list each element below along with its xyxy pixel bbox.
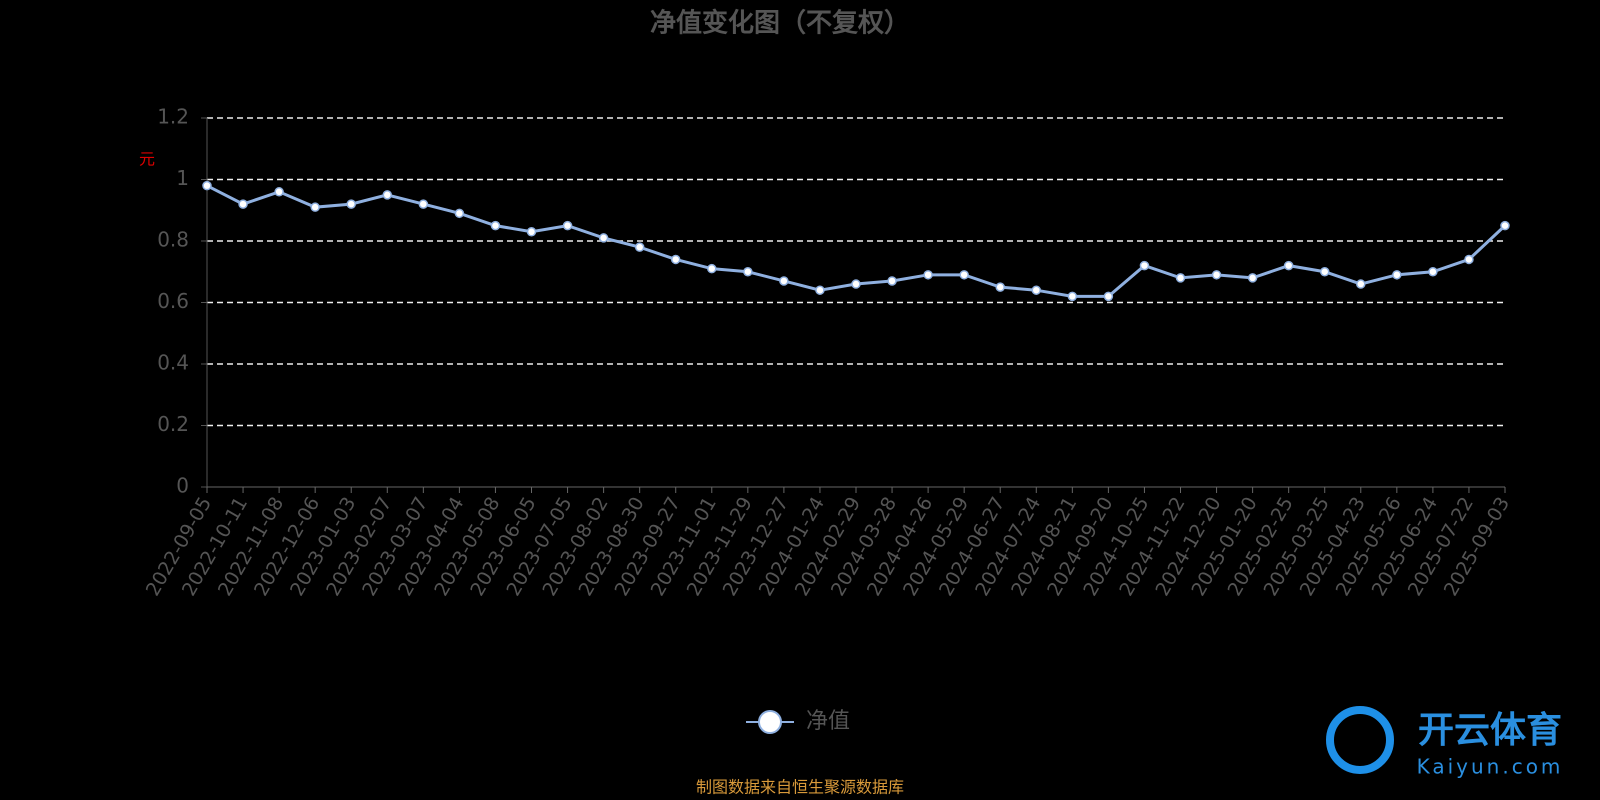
point (634, 242, 645, 252)
point (490, 220, 501, 231)
point (454, 208, 465, 219)
point (1319, 267, 1330, 277)
point (815, 285, 825, 295)
point (598, 233, 609, 243)
point (1356, 279, 1366, 289)
y-tick-label: 0.4 (157, 351, 189, 375)
point (1392, 270, 1402, 280)
source-note: 制图数据来自恒生聚源数据库 (696, 778, 904, 797)
point (1031, 285, 1042, 295)
point (1464, 254, 1474, 265)
point (346, 199, 356, 209)
point (851, 279, 861, 289)
point (382, 190, 393, 200)
point (779, 276, 789, 286)
point (743, 267, 753, 277)
y-tick-label: 0.8 (157, 228, 189, 252)
point (202, 180, 212, 191)
y-axis-label: 元 (139, 150, 155, 169)
point (1283, 260, 1294, 271)
watermark-site: Kaiyun.com (1417, 755, 1564, 779)
point (1428, 267, 1438, 277)
point (562, 220, 573, 231)
point (238, 199, 248, 209)
chart-title: 净值变化图（不复权） (650, 8, 910, 39)
point (923, 270, 933, 280)
point (1139, 260, 1150, 271)
point (707, 263, 717, 274)
point (1500, 220, 1510, 231)
point (887, 276, 897, 286)
point (1247, 273, 1258, 283)
legend-label: 净值 (806, 709, 850, 734)
point (1067, 291, 1078, 302)
y-tick-label: 1 (176, 166, 189, 190)
y-tick-label: 0.6 (157, 289, 189, 313)
y-tick-label: 0.2 (157, 412, 189, 436)
point (995, 282, 1005, 292)
point (1103, 291, 1114, 302)
point (959, 270, 969, 280)
y-tick-label: 0 (176, 474, 189, 498)
point (526, 227, 537, 237)
legend-marker (758, 710, 782, 734)
point (310, 202, 320, 212)
watermark-brand: 开云体育 (1418, 710, 1562, 751)
point (1211, 270, 1222, 280)
point (670, 254, 681, 265)
point (274, 187, 284, 197)
y-tick-label: 1.2 (157, 105, 189, 129)
watermark-logo (1326, 706, 1394, 774)
point (418, 199, 429, 209)
point (1175, 273, 1186, 283)
